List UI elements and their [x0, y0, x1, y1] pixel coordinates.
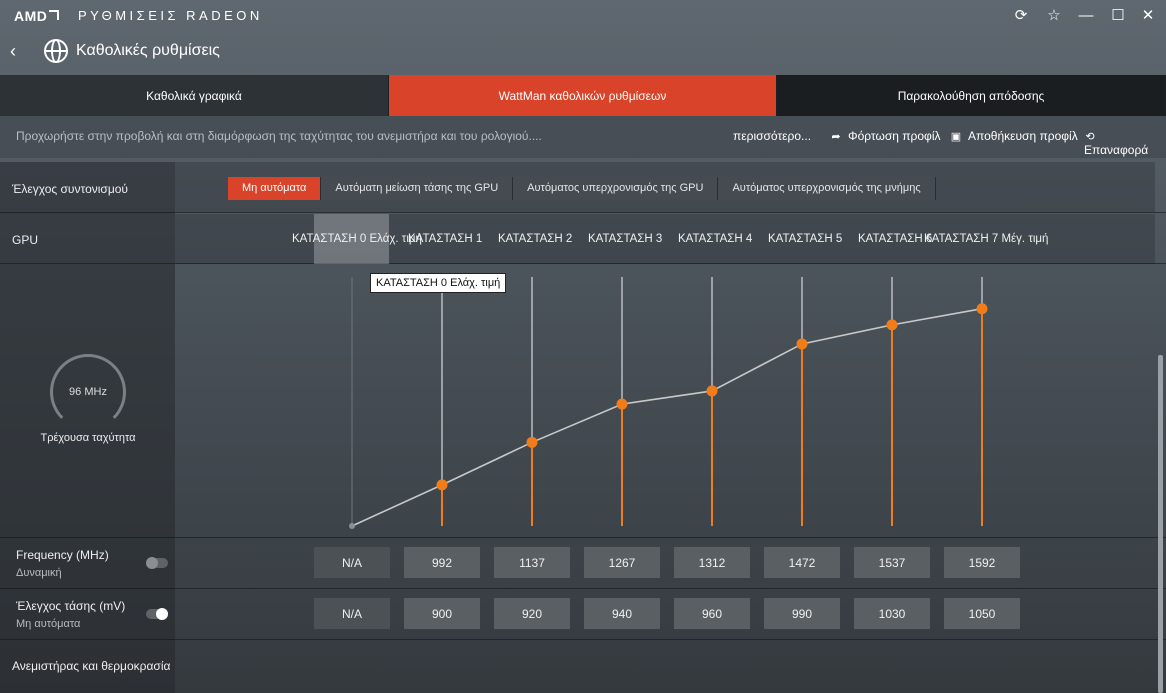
frequency-value-state-7[interactable]: 1592 [944, 547, 1020, 578]
tab-bar: Καθολικά γραφικά WattMan καθολικών ρυθμί… [0, 75, 1166, 116]
fan-temperature-label[interactable]: Ανεμιστήρας και θερμοκρασία [12, 659, 171, 673]
state-point [616, 398, 628, 410]
voltage-mode: Μη αυτόματα [16, 618, 81, 630]
state-tooltip: ΚΑΤΑΣΤΑΣΗ 0 Ελάχ. τιμή [370, 273, 507, 293]
state-header-7[interactable]: ΚΑΤΑΣΤΑΣΗ 7 Μέγ. τιμή [924, 233, 1049, 245]
state-header-4[interactable]: ΚΑΤΑΣΤΑΣΗ 4 [678, 233, 753, 245]
save-icon: ▣ [950, 131, 962, 143]
state-point [886, 319, 898, 331]
tuning-mode-selector: Μη αυτόματα Αυτόματη μείωση τάσης της GP… [228, 177, 936, 200]
state-header-3[interactable]: ΚΑΤΑΣΤΑΣΗ 3 [588, 233, 663, 245]
state-point [706, 385, 718, 397]
state-point [526, 436, 538, 448]
description-hint: Προχωρήστε στην προβολή και στη διαμόρφω… [16, 129, 542, 143]
voltage-value-state-2[interactable]: 920 [494, 598, 570, 629]
frequency-value-state-6[interactable]: 1537 [854, 547, 930, 578]
page-header: ‹ Καθολικές ρυθμίσεις [0, 32, 1166, 74]
state-point [436, 479, 448, 491]
tuning-option-auto-undervolt[interactable]: Αυτόματη μείωση τάσης της GPU [321, 177, 514, 200]
voltage-label: Έλεγχος τάσης (mV) [16, 599, 126, 613]
divider [0, 537, 1166, 538]
voltage-value-state-0: N/A [314, 598, 390, 629]
action-bar: Προχωρήστε στην προβολή και στη διαμόρφω… [0, 116, 1166, 158]
voltage-toggle[interactable] [146, 608, 168, 620]
voltage-value-state-5[interactable]: 990 [764, 598, 840, 629]
current-speed-value: 96 MHz [69, 386, 107, 398]
scrollbar[interactable] [1158, 355, 1163, 693]
app-title: ΡΥΘΜΙΣΕΙΣ RADEON [78, 8, 263, 23]
frequency-value-state-5[interactable]: 1472 [764, 547, 840, 578]
voltage-value-state-3[interactable]: 940 [584, 598, 660, 629]
state-header-5[interactable]: ΚΑΤΑΣΤΑΣΗ 5 [768, 233, 843, 245]
title-bar: AMD ΡΥΘΜΙΣΕΙΣ RADEON ⟳ ☆ — ☐ ✕ [0, 0, 1166, 32]
state-header-0[interactable]: ΚΑΤΑΣΤΑΣΗ 0 Ελάχ. τιμή [292, 233, 422, 245]
frequency-value-state-4[interactable]: 1312 [674, 547, 750, 578]
frequency-value-state-0: N/A [314, 547, 390, 578]
tuning-option-auto-oc-memory[interactable]: Αυτόματος υπερχρονισμός της μνήμης [718, 177, 936, 200]
toggle-knob [156, 608, 168, 620]
toggle-knob [146, 557, 158, 569]
divider [0, 639, 1166, 640]
current-speed-gauge [50, 354, 126, 430]
divider [0, 263, 1166, 264]
star-icon[interactable]: ☆ [1047, 7, 1061, 24]
gpu-label: GPU [12, 233, 39, 247]
frequency-toggle[interactable] [146, 557, 168, 569]
tuning-option-auto-oc-gpu[interactable]: Αυτόματος υπερχρονισμός της GPU [513, 177, 719, 200]
gpu-row-band [175, 214, 1155, 264]
back-arrow-icon[interactable]: ‹ [10, 41, 16, 61]
frequency-value-state-1[interactable]: 992 [404, 547, 480, 578]
globe-icon [44, 39, 68, 63]
save-profile-button[interactable]: ▣ Αποθήκευση προφίλ [950, 129, 1078, 143]
reset-icon: ⟲ [1085, 131, 1095, 143]
state-point [796, 338, 808, 350]
frequency-label: Frequency (MHz) [16, 548, 109, 562]
frequency-value-state-2[interactable]: 1137 [494, 547, 570, 578]
load-profile-button[interactable]: ➦ Φόρτωση προφίλ [831, 129, 941, 143]
tuning-control-label: Έλεγχος συντονισμού [12, 182, 128, 196]
state-header-2[interactable]: ΚΑΤΑΣΤΑΣΗ 2 [498, 233, 573, 245]
tuning-option-manual[interactable]: Μη αυτόματα [228, 177, 322, 200]
minimize-icon[interactable]: — [1078, 7, 1094, 24]
current-speed-label: Τρέχουσα ταχύτητα [40, 432, 136, 444]
amd-logo: AMD [14, 8, 60, 24]
state-header-6[interactable]: ΚΑΤΑΣΤΑΣΗ 6 [858, 233, 933, 245]
divider [0, 212, 1166, 213]
divider [0, 588, 1166, 589]
tab-performance-monitoring[interactable]: Παρακολούθηση απόδοσης [777, 75, 1166, 116]
frequency-curve-line [351, 307, 983, 527]
share-arrow-icon: ➦ [831, 131, 841, 143]
tab-wattman[interactable]: WattMan καθολικών ρυθμίσεων [389, 75, 777, 116]
state-header-1[interactable]: ΚΑΤΑΣΤΑΣΗ 1 [408, 233, 483, 245]
tab-global-graphics[interactable]: Καθολικά γραφικά [0, 75, 389, 116]
more-link[interactable]: περισσότερο... [733, 129, 812, 143]
maximize-icon[interactable]: ☐ [1111, 7, 1125, 24]
frequency-mode: Δυναμική [16, 567, 62, 579]
state-highlight [314, 214, 389, 264]
reset-button[interactable]: ⟲Επαναφορά [1084, 131, 1149, 157]
state-point-disabled [349, 523, 355, 529]
state-point [976, 303, 988, 315]
voltage-value-state-6[interactable]: 1030 [854, 598, 930, 629]
voltage-value-state-4[interactable]: 960 [674, 598, 750, 629]
frequency-value-state-3[interactable]: 1267 [584, 547, 660, 578]
voltage-value-state-7[interactable]: 1050 [944, 598, 1020, 629]
close-icon[interactable]: ✕ [1141, 7, 1155, 24]
refresh-icon[interactable]: ⟳ [1014, 7, 1028, 24]
page-title: Καθολικές ρυθμίσεις [76, 42, 220, 59]
voltage-value-state-1[interactable]: 900 [404, 598, 480, 629]
